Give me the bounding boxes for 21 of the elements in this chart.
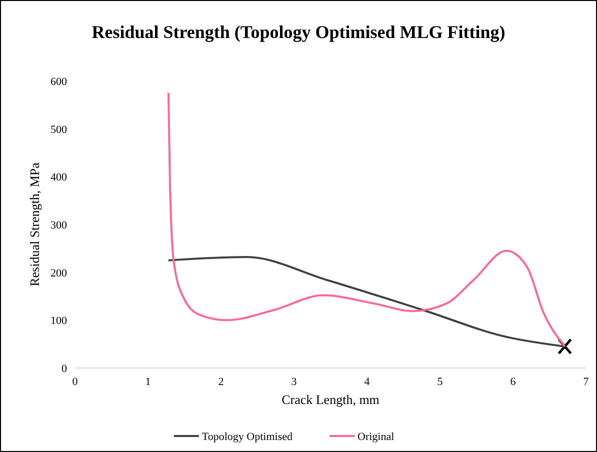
x-axis-title: Crack Length, mm bbox=[282, 392, 380, 407]
y-tick-label: 100 bbox=[50, 315, 68, 328]
y-tick-label: 500 bbox=[50, 124, 68, 136]
y-tick-label: 600 bbox=[50, 76, 68, 88]
y-tick-label: 0 bbox=[62, 363, 68, 375]
y-tick-label: 200 bbox=[50, 267, 68, 280]
x-tick-label: 4 bbox=[364, 376, 370, 388]
x-tick-label: 6 bbox=[510, 376, 516, 388]
x-tick-label: 7 bbox=[583, 376, 590, 388]
line-series bbox=[167, 92, 566, 348]
y-tick-label: 300 bbox=[50, 220, 68, 232]
x-tick-label: 5 bbox=[437, 376, 444, 388]
x-tick-label: 1 bbox=[145, 376, 151, 388]
x-tick-label: 0 bbox=[72, 376, 78, 388]
x-tick-label: 2 bbox=[218, 376, 224, 388]
legend-label: Topology Optimised bbox=[202, 431, 293, 443]
x-tick-label: 3 bbox=[291, 376, 298, 388]
y-tick-label: 400 bbox=[50, 172, 68, 184]
legend-label: Original bbox=[358, 431, 394, 443]
y-axis-title: Residual Strength, MPa bbox=[27, 162, 42, 286]
chart-title: Residual Strength (Topology Optimised MLG Fitting) bbox=[92, 22, 506, 42]
